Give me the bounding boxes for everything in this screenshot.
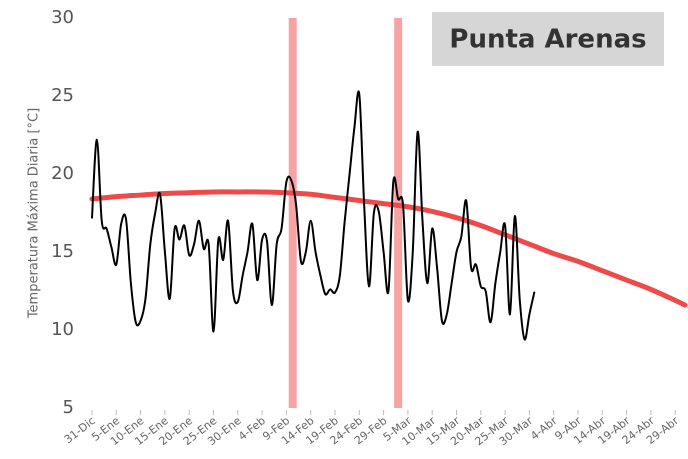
title-box [432,12,664,66]
highlight-band [288,18,297,408]
y-axis-label: Temperatura Máxima Diaria [°C] [27,108,42,319]
y-tick-label: 15 [51,241,74,262]
axes: 5101520253031-Dic5-Ene10-Ene15-Ene20-Ene… [51,7,681,448]
y-tick-label: 20 [51,163,74,184]
x-tick-label: 4-Feb [236,414,268,443]
line-layer [89,90,688,341]
data-line [91,90,536,341]
y-tick-label: 5 [63,397,74,418]
highlight-layer [288,18,403,408]
y-tick-label: 10 [51,319,74,340]
y-tick-label: 30 [51,7,74,28]
highlight-band [394,18,403,408]
data-line [89,189,688,308]
x-tick-label: 4-Abr [528,414,560,443]
y-tick-label: 25 [51,85,74,106]
chart-title: Punta Arenas [449,25,646,55]
